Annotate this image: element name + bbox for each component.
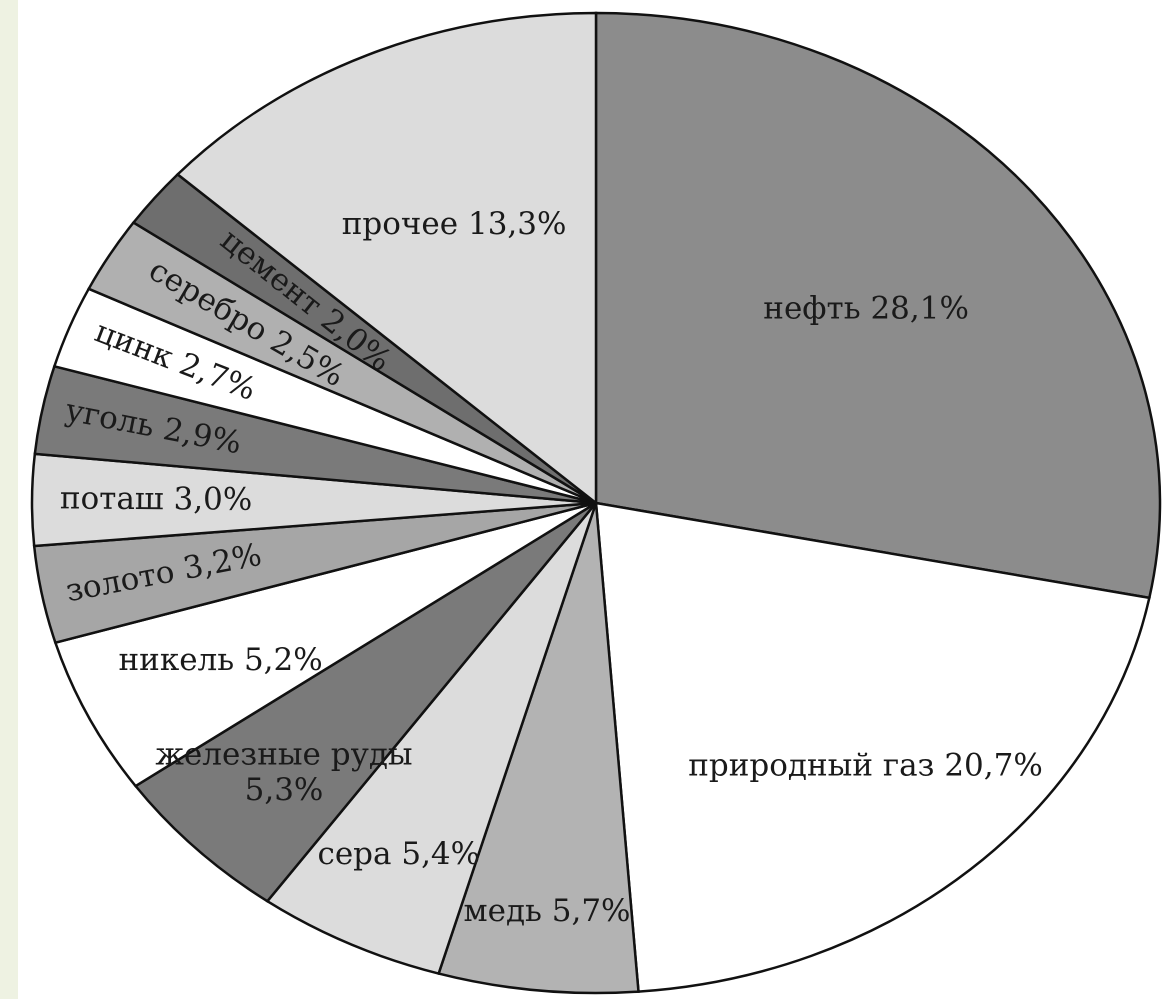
slice-label-5: железные руды 5,3% xyxy=(155,736,412,808)
slice-label-3: медь 5,7% xyxy=(463,893,630,929)
pie-slice-1 xyxy=(594,11,1162,600)
slice-label-1: нефть 28,1% xyxy=(763,291,969,327)
slice-label-4: сера 5,4% xyxy=(317,836,480,872)
pie-slice-13 xyxy=(175,11,598,506)
slice-label-6: никель 5,2% xyxy=(118,642,322,678)
pie-slice-6 xyxy=(53,501,597,788)
pie-slice-4 xyxy=(265,502,598,976)
pie-slice-5 xyxy=(133,501,597,903)
slice-label-13: прочее 13,3% xyxy=(342,206,567,242)
slice-label-2: природный газ 20,7% xyxy=(688,747,1043,783)
pie-slices xyxy=(30,11,1162,995)
slice-label-8: поташ 3,0% xyxy=(60,480,253,517)
pie-slice-3 xyxy=(437,502,640,995)
pie-slice-2 xyxy=(594,501,1151,993)
